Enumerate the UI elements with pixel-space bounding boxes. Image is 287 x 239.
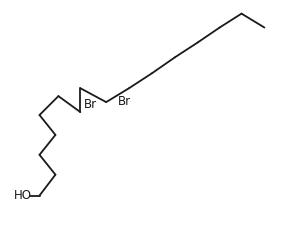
Text: HO: HO (13, 189, 32, 202)
Text: Br: Br (118, 95, 131, 108)
Text: Br: Br (84, 98, 97, 110)
